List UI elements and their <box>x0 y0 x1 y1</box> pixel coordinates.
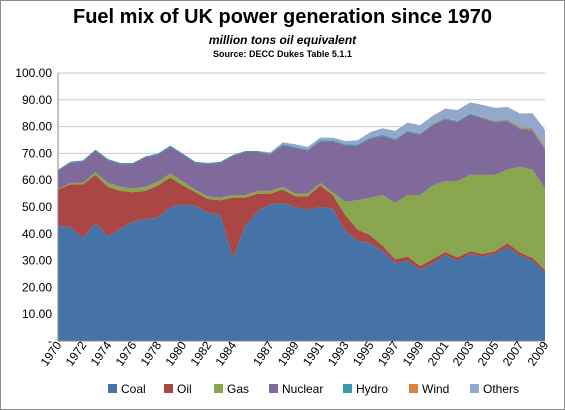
x-tick-label: 1984 <box>212 338 239 368</box>
legend-label-oil: Oil <box>177 382 192 396</box>
y-tick-label: 20.00 <box>22 280 52 294</box>
y-tick-label: 40.00 <box>22 227 52 241</box>
legend-label-gas: Gas <box>227 382 249 396</box>
legend-swatch-hydro <box>343 384 352 393</box>
x-tick-label: 1982 <box>188 338 215 368</box>
x-tick-label: 1972 <box>63 338 90 368</box>
y-tick-label: 100.00 <box>15 66 52 80</box>
y-tick-label: 90.00 <box>22 93 52 107</box>
x-tick-label: 2007 <box>500 338 527 368</box>
y-tick-label: 30.00 <box>22 254 52 268</box>
x-tick-label: 1995 <box>350 338 377 368</box>
legend-swatch-coal <box>108 384 117 393</box>
area-nuclear <box>58 114 545 203</box>
legend-label-others: Others <box>483 382 519 396</box>
x-tick-label: 1976 <box>113 338 140 368</box>
x-tick-label: 1993 <box>325 338 352 368</box>
y-tick-label: 60.00 <box>22 173 52 187</box>
x-tick-label: 1991 <box>300 338 327 368</box>
area-gas <box>58 166 545 270</box>
x-tick-label: 1999 <box>400 338 427 368</box>
area-coal <box>58 202 545 341</box>
area-others <box>58 102 545 170</box>
x-tick-label: 1978 <box>138 338 165 368</box>
y-tick-label: 50.00 <box>22 200 52 214</box>
legend-swatch-nuclear <box>269 384 278 393</box>
chart-title: Fuel mix of UK power generation since 19… <box>72 6 492 28</box>
legend-swatch-oil <box>164 384 173 393</box>
legend-label-wind: Wind <box>422 382 449 396</box>
legend-swatch-gas <box>214 384 223 393</box>
chart-source: Source: DECC Dukes Table 5.1.1 <box>213 49 352 59</box>
x-tick-label: 2009 <box>525 338 552 368</box>
legend-label-hydro: Hydro <box>356 382 388 396</box>
chart-subtitle: million tons oil equivalent <box>208 33 357 47</box>
x-tick-label: 1970 <box>38 338 65 368</box>
x-tick-label: 2003 <box>450 338 477 368</box>
x-tick-label: 2001 <box>425 338 452 368</box>
area-oil <box>58 174 545 273</box>
legend-swatch-wind <box>409 384 418 393</box>
x-tick-label: 1989 <box>275 338 302 368</box>
legend-label-coal: Coal <box>121 382 146 396</box>
legend-swatch-others <box>470 384 479 393</box>
x-tick-label: 1987 <box>250 338 277 368</box>
y-tick-label: 10.00 <box>22 307 52 321</box>
x-tick-label: 1997 <box>375 338 402 368</box>
x-tick-label: 2005 <box>475 338 502 368</box>
y-tick-label: 70.00 <box>22 146 52 160</box>
y-tick-label: - <box>48 334 52 348</box>
y-tick-label: 80.00 <box>22 120 52 134</box>
x-tick-label: 1980 <box>163 338 190 368</box>
x-tick-label: 1974 <box>88 338 115 368</box>
legend-label-nuclear: Nuclear <box>282 382 323 396</box>
